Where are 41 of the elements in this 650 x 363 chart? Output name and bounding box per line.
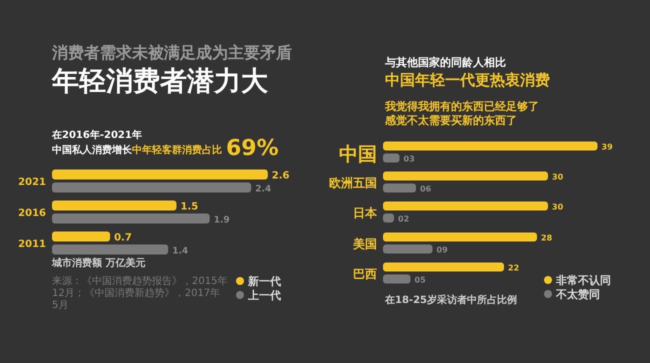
data-label: 09 [436, 246, 448, 254]
text: 69% [226, 136, 279, 161]
data-label: 30 [552, 172, 564, 182]
y-tick-label: 美国 [352, 237, 377, 251]
data-label: 1.4 [172, 246, 188, 256]
y-tick-label: 巴西 [353, 267, 377, 281]
data-label: 39 [602, 142, 614, 152]
y-tick-label: 日本 [353, 206, 378, 220]
data-label: 2.6 [272, 170, 290, 182]
legend-label: 非常不认同 [555, 274, 611, 287]
chart-title: 与其他国家的同龄人相比 [384, 56, 506, 69]
legend-label: 上一代 [247, 289, 281, 302]
y-tick-label: 2021 [18, 177, 46, 188]
data-label: 2.4 [255, 184, 272, 194]
chart-subtitle: 中国年轻一代更热衷消费 [385, 71, 550, 89]
text: 我觉得我拥有的东西已经足够了 [384, 100, 539, 113]
data-label: 02 [398, 214, 410, 224]
text: 中年轻客群消费占比 [132, 144, 222, 156]
data-label: 1.9 [214, 216, 230, 226]
data-label: 0.7 [114, 232, 132, 244]
data-label: 22 [508, 264, 520, 272]
data-label: 30 [552, 202, 564, 212]
text: 在2016年-2021年 [51, 129, 142, 141]
chart-subtitle: 年轻消费者潜力大 [51, 66, 269, 97]
data-label: 28 [541, 234, 553, 242]
y-tick-label: 2011 [18, 239, 46, 250]
legend-label: 不太赞同 [555, 288, 600, 301]
legend-label: 新一代 [247, 275, 281, 288]
data-label: 03 [404, 154, 415, 164]
y-tick-label: 2016 [18, 208, 46, 219]
data-label: 1.5 [180, 202, 198, 212]
y-tick-label: 欧洲五国 [329, 176, 377, 190]
y-tick-label: 中国 [339, 144, 377, 166]
data-label: 05 [414, 276, 426, 284]
x-axis-title: 在18-25岁采访者中所占比例 [384, 294, 517, 306]
source-note: 来源：《中国消费趋势报告》，2015年12月；《中国消费新趋势》，2017年5月 [52, 275, 228, 311]
text: 中国私人消费增长 [52, 144, 133, 156]
chart-title: 消费者需求未被满足成为主要矛盾 [51, 43, 292, 62]
x-axis-title: 城市消费额 万亿美元 [51, 257, 146, 269]
text: 感觉不太需要买新的东西了 [384, 114, 517, 127]
data-label: 06 [420, 184, 432, 194]
